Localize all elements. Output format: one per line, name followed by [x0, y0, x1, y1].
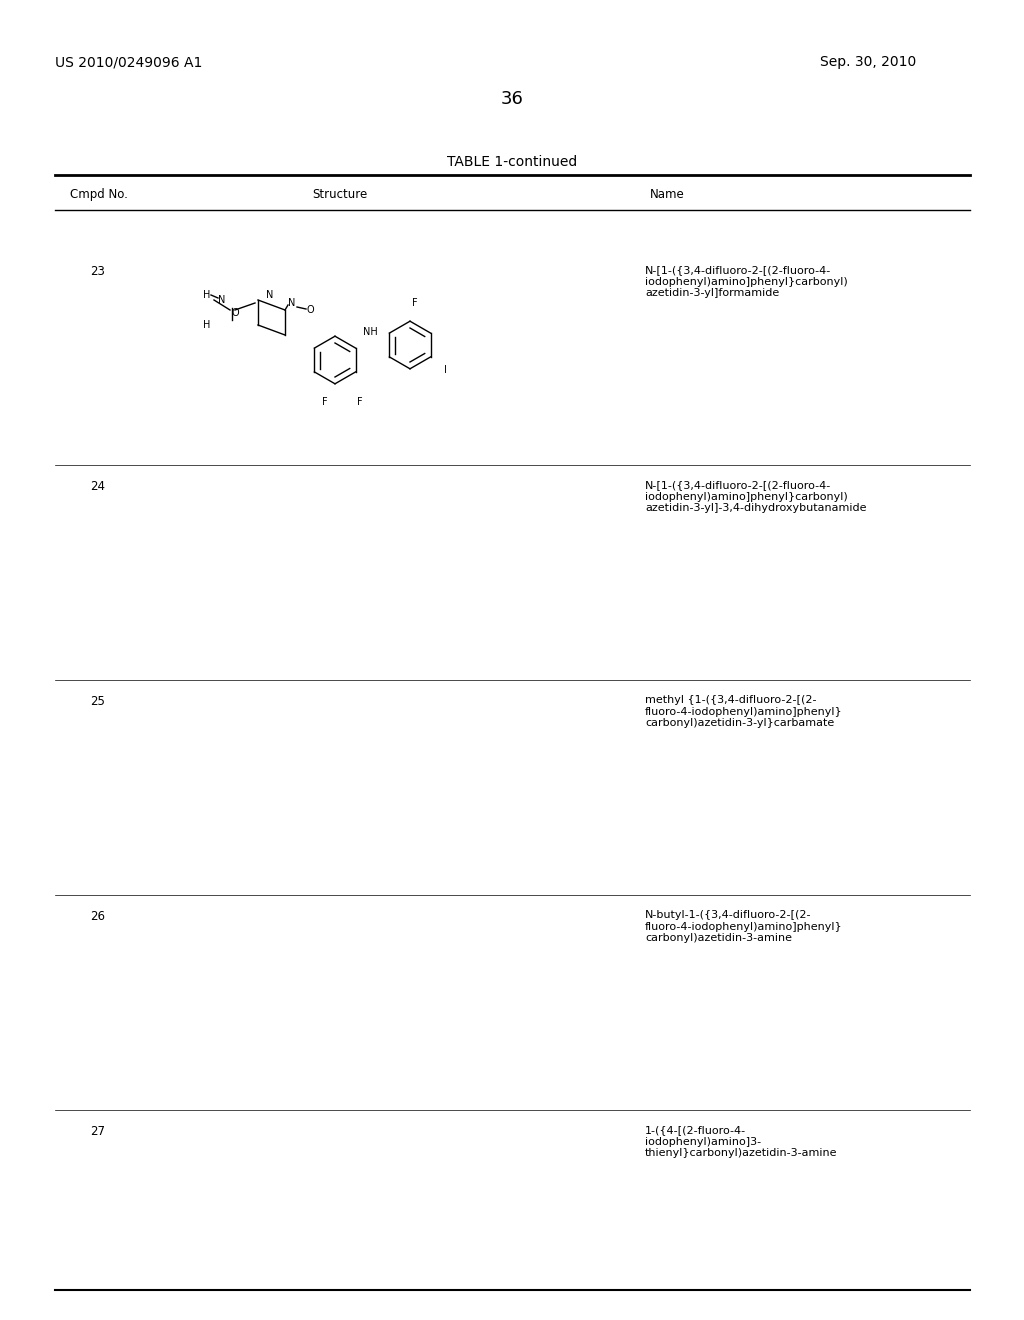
Text: O: O [231, 308, 239, 318]
Text: Name: Name [650, 187, 685, 201]
Text: NH: NH [362, 327, 378, 337]
Text: 1-({4-[(2-fluoro-4-
iodophenyl)amino]3-
thienyl}carbonyl)azetidin-3-amine: 1-({4-[(2-fluoro-4- iodophenyl)amino]3- … [645, 1125, 838, 1158]
Text: N-[1-({3,4-difluoro-2-[(2-fluoro-4-
iodophenyl)amino]phenyl}carbonyl)
azetidin-3: N-[1-({3,4-difluoro-2-[(2-fluoro-4- iodo… [645, 480, 866, 513]
Text: N: N [266, 290, 273, 300]
Text: I: I [443, 366, 446, 375]
Text: methyl {1-({3,4-difluoro-2-[(2-
fluoro-4-iodophenyl)amino]phenyl}
carbonyl)azeti: methyl {1-({3,4-difluoro-2-[(2- fluoro-4… [645, 696, 843, 729]
Text: Cmpd No.: Cmpd No. [70, 187, 128, 201]
Text: N-butyl-1-({3,4-difluoro-2-[(2-
fluoro-4-iodophenyl)amino]phenyl}
carbonyl)azeti: N-butyl-1-({3,4-difluoro-2-[(2- fluoro-4… [645, 909, 843, 944]
Text: N: N [289, 298, 296, 308]
Text: H: H [204, 319, 211, 330]
Text: 25: 25 [90, 696, 104, 708]
Text: Structure: Structure [312, 187, 368, 201]
Text: H: H [204, 290, 211, 300]
Text: F: F [413, 298, 418, 308]
Text: F: F [323, 397, 328, 407]
Text: TABLE 1-continued: TABLE 1-continued [446, 154, 578, 169]
Text: 23: 23 [90, 265, 104, 279]
Text: Sep. 30, 2010: Sep. 30, 2010 [820, 55, 916, 69]
Text: US 2010/0249096 A1: US 2010/0249096 A1 [55, 55, 203, 69]
Text: F: F [357, 397, 362, 407]
Text: N-[1-({3,4-difluoro-2-[(2-fluoro-4-
iodophenyl)amino]phenyl}carbonyl)
azetidin-3: N-[1-({3,4-difluoro-2-[(2-fluoro-4- iodo… [645, 265, 848, 298]
Text: 27: 27 [90, 1125, 105, 1138]
Text: 24: 24 [90, 480, 105, 492]
Text: O: O [306, 305, 313, 315]
Text: 26: 26 [90, 909, 105, 923]
Text: 36: 36 [501, 90, 523, 108]
Text: N: N [218, 294, 225, 305]
